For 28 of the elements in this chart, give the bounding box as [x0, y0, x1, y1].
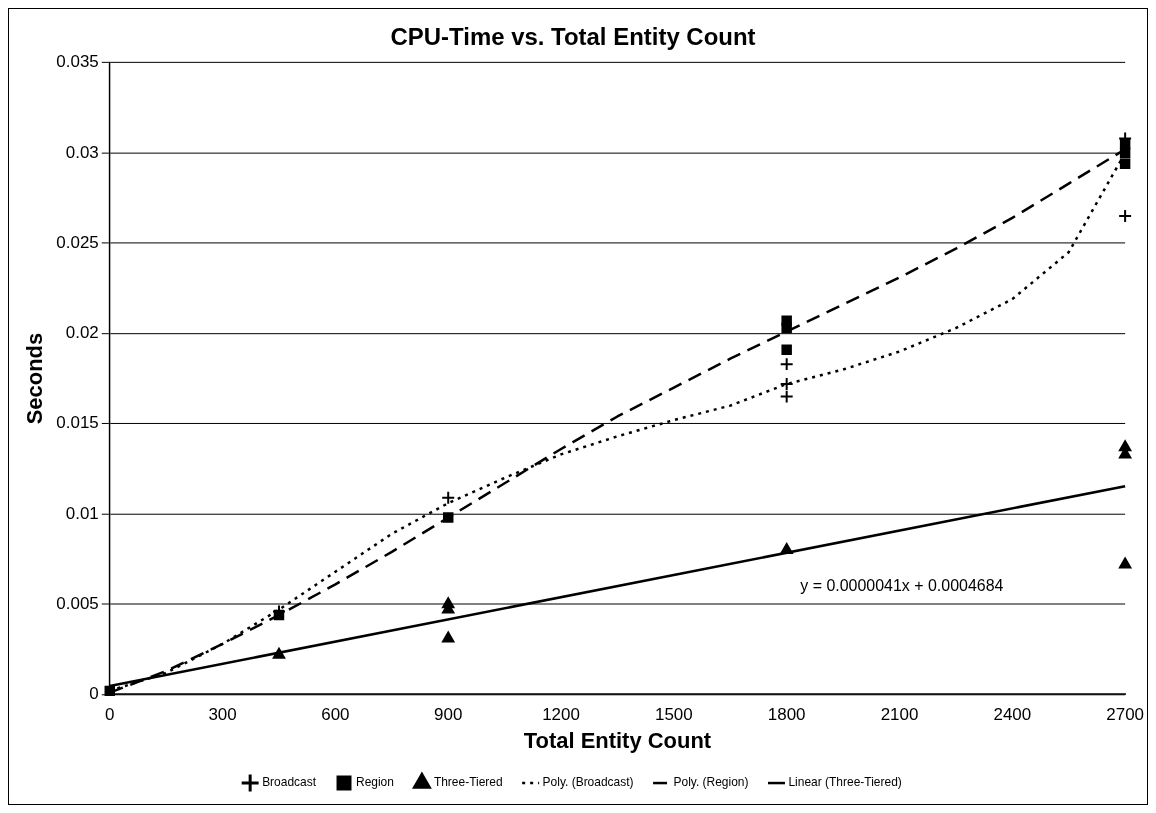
x-tick-label: 600 [321, 705, 350, 725]
y-tick-label: 0.005 [56, 593, 99, 613]
x-tick-label: 2100 [880, 705, 919, 725]
y-tick-label: 0.025 [56, 232, 99, 252]
x-tick-label: 300 [208, 705, 237, 725]
legend-label: Region [356, 775, 394, 790]
x-tick-label: 2700 [1106, 705, 1144, 725]
legend-label: Poly. (Region) [673, 775, 749, 790]
annotation: y = 0.0000041x + 0.0004684 [800, 577, 1004, 595]
y-axis-title: Seconds [22, 332, 48, 425]
legend-label: Three-Tiered [433, 775, 503, 790]
y-tick-label: 0.02 [65, 323, 99, 343]
legend-label: Broadcast [262, 775, 317, 790]
x-tick-label: 2400 [993, 705, 1032, 725]
y-tick-label: 0.03 [65, 142, 99, 162]
x-tick-label: 0 [105, 705, 115, 725]
x-axis-title: Total Entity Count [523, 728, 712, 753]
x-tick-label: 1800 [767, 705, 806, 725]
legend-label: Poly. (Broadcast) [542, 775, 634, 790]
legend-label: Linear (Three-Tiered) [788, 775, 902, 790]
x-tick-label: 1500 [654, 705, 693, 725]
y-tick-label: 0.015 [56, 413, 99, 433]
y-tick-label: 0.01 [65, 503, 99, 523]
y-tick-label: 0 [89, 684, 99, 704]
x-tick-label: 1200 [542, 705, 580, 725]
y-tick-label: 0.035 [56, 52, 99, 72]
x-tick-label: 900 [434, 705, 463, 725]
chart-title: CPU-Time vs. Total Entity Count [390, 22, 756, 50]
